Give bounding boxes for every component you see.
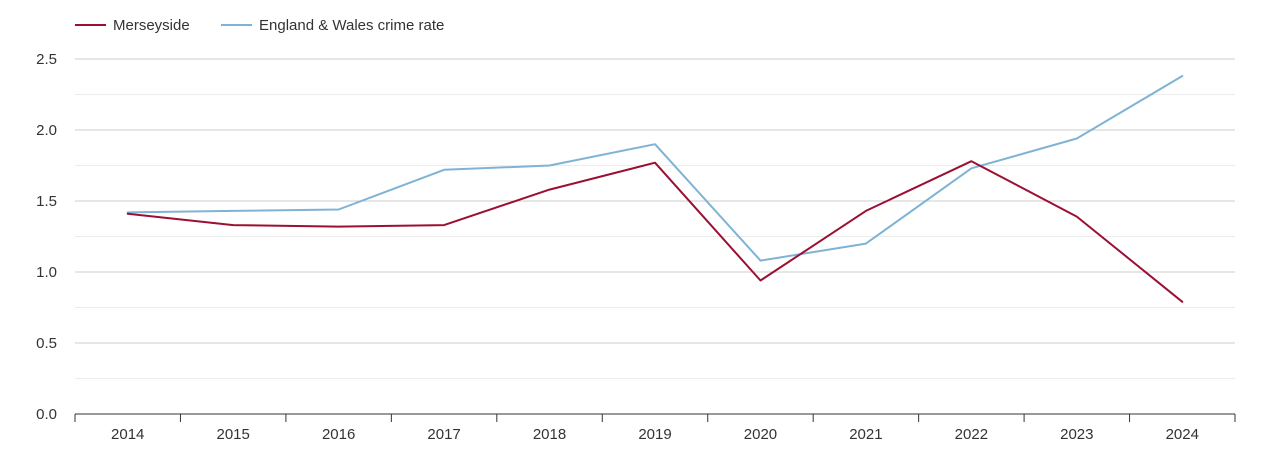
x-tick-label: 2022 [955, 426, 988, 443]
legend: Merseyside England & Wales crime rate [75, 17, 444, 34]
x-tick-label: 2021 [849, 426, 882, 443]
y-tick-label: 1.5 [36, 193, 57, 210]
legend-label-england-wales: England & Wales crime rate [259, 17, 444, 34]
x-tick-label: 2016 [322, 426, 355, 443]
x-tick-label: 2020 [744, 426, 777, 443]
series-line-england-wales[interactable] [126, 75, 1184, 262]
y-tick-label: 2.0 [36, 122, 57, 139]
legend-item-england-wales[interactable]: England & Wales crime rate [221, 17, 444, 34]
y-tick-label: 0.0 [36, 406, 57, 423]
series-layer [126, 75, 1184, 303]
y-axis-ticks: 0.0 0.5 1.0 1.5 2.0 2.5 [36, 51, 57, 423]
x-axis-ticks: 2014 2015 2016 2017 2018 2019 2020 2021 2022 2023… [74, 414, 1236, 443]
series-line-merseyside[interactable] [126, 160, 1184, 303]
x-tick-label: 2023 [1060, 426, 1093, 443]
x-tick-label: 2017 [427, 426, 460, 443]
y-tick-label: 2.5 [36, 51, 57, 68]
x-tick-label: 2024 [1166, 426, 1199, 443]
x-tick-label: 2018 [533, 426, 566, 443]
y-tick-label: 1.0 [36, 264, 57, 281]
legend-item-merseyside[interactable]: Merseyside [75, 17, 190, 34]
gridlines [75, 58, 1235, 379]
x-tick-label: 2015 [216, 426, 249, 443]
x-tick-label: 2014 [111, 426, 144, 443]
y-tick-label: 0.5 [36, 335, 57, 352]
legend-label-merseyside: Merseyside [113, 17, 190, 34]
x-tick-label: 2019 [638, 426, 671, 443]
